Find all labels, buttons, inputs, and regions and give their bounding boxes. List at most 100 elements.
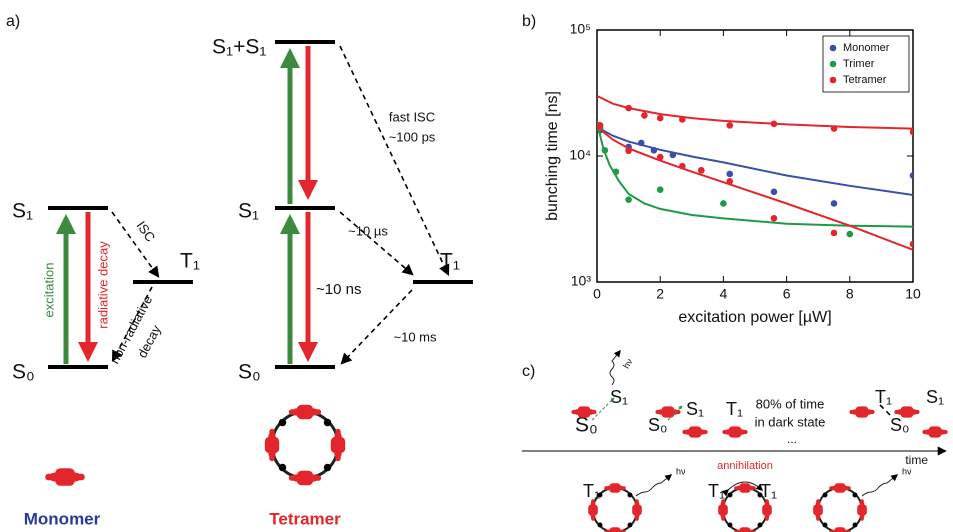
ellipsis: ...	[787, 432, 797, 446]
data-point	[669, 151, 677, 159]
data-point	[909, 128, 913, 136]
data-point	[909, 172, 913, 179]
data-point	[597, 122, 604, 129]
tetramer-icon	[265, 405, 345, 485]
excitation-arrow	[591, 397, 615, 421]
species-name: Monomer	[24, 509, 101, 528]
x-tick-label: 4	[720, 286, 728, 302]
legend-marker	[829, 60, 837, 68]
state-label: T₁	[760, 481, 777, 501]
state-label: T₁	[583, 481, 600, 501]
chart: bunching time [ns] excitation power [µW]…	[544, 21, 921, 327]
ring-icon	[813, 483, 867, 532]
nonrad-arrow	[111, 286, 153, 362]
data-point	[625, 147, 632, 155]
x-tick-label: 2	[656, 286, 664, 302]
legend-marker	[829, 76, 837, 84]
level-label: T₁	[440, 250, 460, 273]
legend-label: Trimer	[843, 58, 875, 70]
axis-label: time	[905, 453, 928, 467]
state-label: S₁	[610, 387, 628, 407]
state-label: S₀	[648, 415, 667, 435]
data-point	[641, 112, 648, 119]
data-point	[679, 162, 686, 170]
molecule-icon	[45, 468, 85, 486]
isc-arrow	[111, 211, 160, 278]
species-name: Tetramer	[269, 509, 341, 528]
state-label: T₁	[708, 481, 725, 501]
state-label: T₁	[875, 387, 892, 407]
series	[597, 95, 913, 136]
excitation-arrow	[667, 405, 683, 421]
photon	[861, 474, 899, 497]
fit-line	[597, 120, 913, 228]
data-point	[846, 230, 854, 238]
y-axis-label: bunching time [ns]	[544, 91, 561, 221]
fit-line	[597, 126, 913, 196]
data-point	[909, 240, 913, 248]
panel-label: a)	[6, 13, 20, 30]
photon-label: hν	[902, 466, 912, 476]
data-point	[726, 122, 734, 129]
legend-box	[822, 35, 910, 93]
fit-line	[597, 126, 913, 251]
data-point	[770, 120, 778, 128]
data-point	[770, 215, 778, 222]
transition-arrow	[879, 404, 893, 418]
isc-arrow	[339, 45, 450, 277]
tetramer-diagram: S₁+S₁ S₁ T₁ S₀ fast ISC ~100 ps ~10 µs ~…	[212, 36, 473, 528]
arrow-label: ~100 ps	[389, 129, 436, 144]
level-label: S₁+S₁	[212, 36, 266, 59]
y-tick-label: 10⁵	[570, 21, 591, 37]
x-tick-label: 8	[846, 286, 854, 302]
monomer-diagram: S₁ T₁ S₀ excitation radiative decay ISC …	[12, 200, 200, 529]
level-label: T₁	[180, 250, 200, 273]
data-point	[726, 170, 734, 178]
panel-label: c)	[522, 363, 535, 380]
data-point	[697, 167, 705, 174]
molecule-icon	[682, 426, 708, 438]
data-point	[601, 146, 609, 154]
isc-arrow	[339, 211, 414, 276]
level-label: S₀	[238, 361, 261, 384]
data-point	[830, 200, 838, 207]
data-point	[625, 196, 632, 203]
data-point	[612, 168, 620, 176]
arrow-label: ~10 µs	[348, 223, 388, 238]
y-tick-label: 10³	[571, 273, 592, 289]
legend-marker	[829, 44, 837, 52]
state-label: T₁	[726, 399, 743, 419]
arrow-label: radiative decay	[95, 241, 110, 329]
data-point	[720, 200, 727, 207]
level-label: S₁	[238, 200, 259, 223]
legend-label: Tetramer	[843, 74, 887, 86]
series	[597, 126, 913, 207]
data-point	[637, 139, 645, 147]
series	[597, 122, 913, 251]
data-point	[830, 125, 838, 132]
level-label: S₀	[12, 361, 35, 384]
y-tick-label: 10⁴	[569, 147, 591, 163]
photon	[635, 474, 673, 497]
arrow-label: ~10 ns	[316, 281, 361, 298]
photon-label: hν	[621, 357, 635, 371]
molecule-icon	[849, 406, 875, 418]
data-point	[830, 229, 838, 237]
molecule-icon	[722, 426, 748, 438]
state-label: S₀	[890, 415, 909, 435]
x-axis-label: excitation power [µW]	[678, 309, 831, 326]
annihilation-label: annihilation	[717, 460, 773, 472]
data-point	[650, 146, 658, 154]
x-tick-label: 0	[593, 286, 601, 302]
molecule-icon	[922, 426, 948, 438]
arrow-label: ISC	[134, 218, 159, 244]
level-label: S₁	[12, 200, 33, 223]
annihilation-arrow	[721, 481, 764, 497]
data-point	[656, 186, 664, 194]
arrow-label: excitation	[41, 263, 56, 318]
x-tick-label: 10	[905, 286, 921, 302]
data-point	[770, 188, 778, 196]
legend-label: Monomer	[843, 42, 890, 54]
state-label: S₁	[926, 387, 944, 407]
